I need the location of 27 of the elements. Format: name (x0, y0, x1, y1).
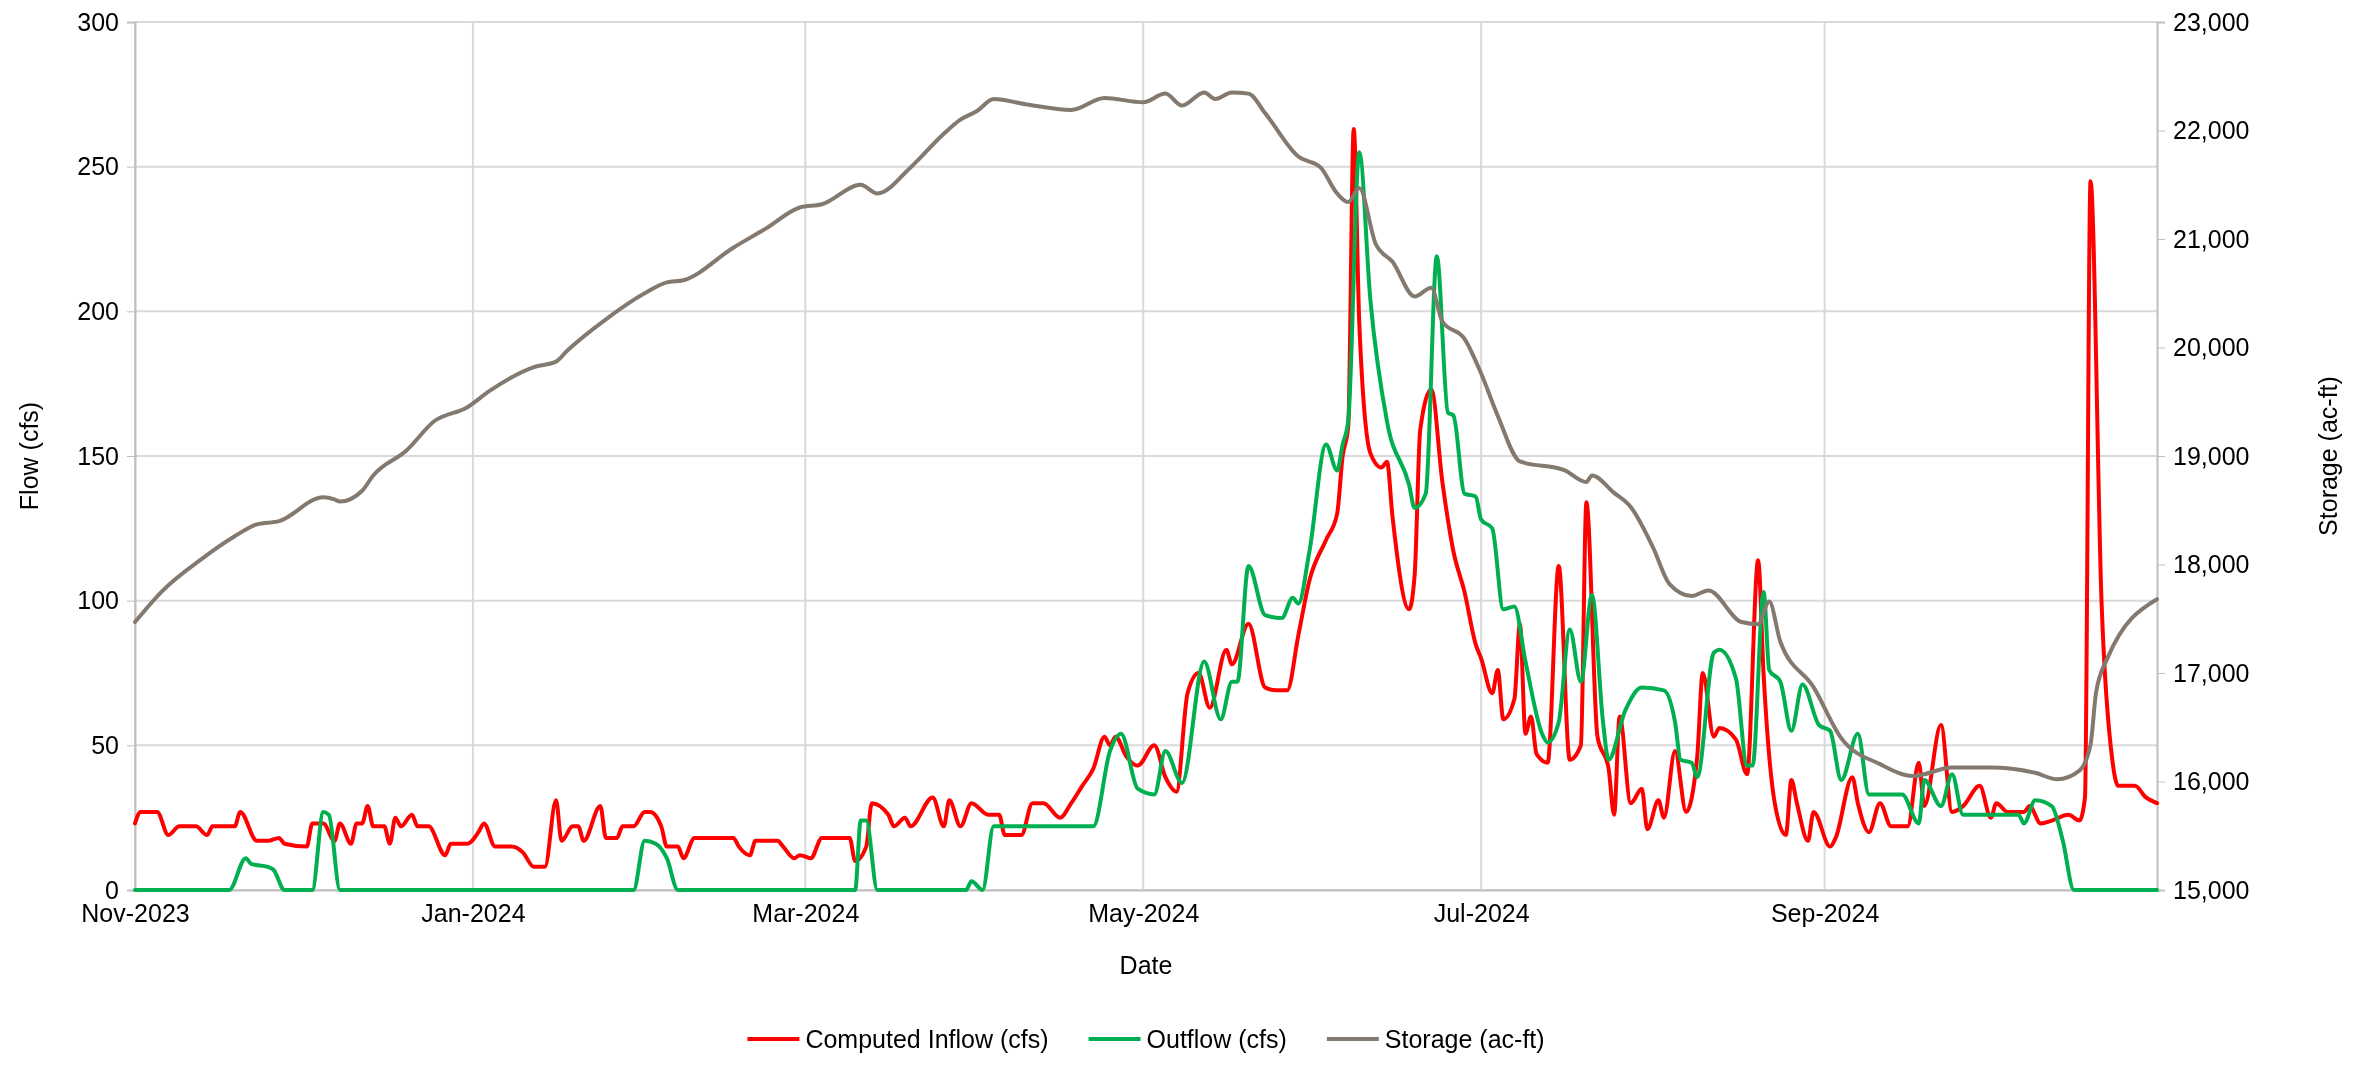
y2-tick-label: 21,000 (2173, 224, 2250, 253)
legend-label: Storage (ac-ft) (1384, 1025, 1545, 1053)
x-tick-label: Jan-2024 (421, 898, 526, 927)
y-tick-label: 200 (77, 296, 119, 325)
y2-tick-label: 18,000 (2173, 550, 2250, 578)
y-tick-label: 50 (91, 730, 119, 759)
y2-tick-label: 23,000 (2173, 7, 2250, 36)
y-axis-title: Flow (cfs) (15, 401, 43, 511)
x-tick-label: Jul-2024 (1433, 898, 1530, 927)
legend-label: Computed Inflow (cfs) (805, 1025, 1049, 1053)
y2-tick-label: 15,000 (2173, 875, 2250, 904)
x-tick-label: Mar-2024 (752, 898, 860, 927)
legend-label: Outflow (cfs) (1146, 1025, 1287, 1053)
x-tick-label: May-2024 (1088, 898, 1200, 927)
y-tick-label: 150 (77, 441, 119, 470)
y2-tick-label: 16,000 (2173, 767, 2250, 795)
x-tick-label: Sep-2024 (1770, 898, 1880, 927)
y2-tick-label: 22,000 (2173, 116, 2250, 144)
y-tick-label: 300 (77, 7, 119, 36)
y-tick-label: 250 (77, 152, 119, 181)
y2-tick-label: 19,000 (2173, 441, 2250, 470)
y2-tick-label: 17,000 (2173, 658, 2250, 687)
line-series (133, 90, 2159, 782)
x-axis-title: Date (1119, 951, 1173, 979)
y-tick-label: 100 (77, 586, 119, 615)
y2-tick-label: 20,000 (2173, 333, 2250, 361)
y2-axis-title: Storage (ac-ft) (2314, 376, 2342, 536)
